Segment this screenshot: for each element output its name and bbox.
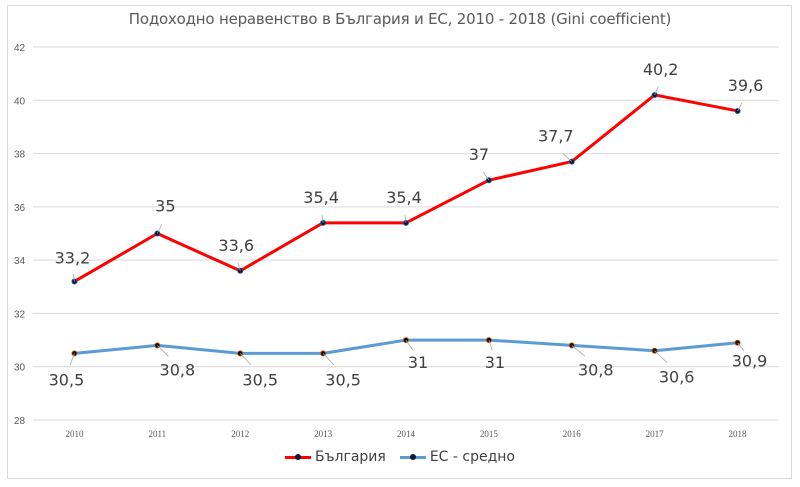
leader-line	[562, 153, 573, 162]
series-lines	[71, 91, 741, 357]
data-label: 37	[469, 145, 489, 164]
x-tick-label: 2012	[231, 429, 249, 439]
chart-title: Подоходно неравенство в България и ЕС, 2…	[128, 10, 672, 28]
legend-item-eu-average[interactable]: ЕС - средно	[399, 449, 515, 465]
x-tick-label: 2014	[397, 429, 416, 439]
leader-line	[69, 353, 75, 366]
data-label: 40,2	[643, 60, 679, 79]
leader-line	[405, 339, 413, 351]
legend-item-bulgaria[interactable]: България	[285, 449, 386, 465]
y-tick-label: 34	[14, 256, 26, 267]
leader-line	[654, 350, 668, 363]
x-tick-label: 2015	[480, 429, 499, 439]
legend-label-bulgaria: България	[315, 449, 386, 465]
leader-line	[488, 339, 493, 351]
legend-label-eu-average: ЕС - средно	[429, 449, 515, 465]
chart-frame	[7, 5, 792, 479]
gridlines	[33, 46, 779, 421]
y-tick-label: 30	[14, 363, 26, 374]
leader-line	[237, 262, 241, 271]
leader-line	[483, 171, 490, 181]
data-label: 35,4	[303, 188, 339, 207]
legend: България ЕС - средно	[0, 449, 800, 465]
x-tick-label: 2017	[646, 429, 665, 439]
data-label: 31	[485, 353, 505, 372]
y-tick-label: 42	[14, 43, 26, 54]
data-label: 30,8	[578, 360, 614, 379]
y-tick-label: 36	[14, 203, 26, 214]
x-axis-ticks: 2010 2011 2012 2013 2014 2015 2016 2017 2018	[65, 429, 747, 439]
y-axis-ticks: 28 30 32 34 36 38 40 42	[14, 43, 26, 427]
leader-line	[404, 214, 407, 223]
data-label: 30,5	[242, 370, 278, 389]
y-tick-label: 32	[14, 309, 26, 320]
leader-line	[156, 224, 163, 234]
data-label: 30,6	[659, 368, 695, 387]
data-label: 33,2	[55, 248, 91, 267]
x-tick-label: 2016	[563, 429, 582, 439]
x-tick-label: 2013	[314, 429, 333, 439]
data-label: 35	[155, 197, 175, 216]
legend-swatch-eu-icon	[399, 450, 426, 464]
data-point	[154, 230, 161, 237]
leader-line	[157, 345, 169, 357]
data-label: 30,5	[49, 370, 85, 389]
x-tick-label: 2018	[729, 429, 748, 439]
data-label: 30,9	[732, 352, 768, 371]
data-label: 30,5	[325, 370, 361, 389]
data-label: 37,7	[538, 127, 574, 146]
leader-line	[321, 214, 324, 223]
data-label: 35,4	[386, 188, 422, 207]
leader-line	[737, 102, 743, 112]
data-label: 30,8	[160, 360, 196, 379]
legend-swatch-bulgaria-icon	[285, 450, 312, 464]
leader-line	[72, 274, 75, 282]
y-tick-label: 28	[14, 416, 26, 427]
data-label: 33,6	[218, 236, 254, 255]
leader-line	[239, 353, 252, 366]
leader-line	[654, 86, 659, 96]
leader-line	[322, 353, 335, 366]
x-tick-label: 2010	[65, 429, 84, 439]
y-tick-label: 40	[14, 96, 26, 107]
data-label: 39,6	[728, 76, 764, 95]
y-tick-label: 38	[14, 150, 26, 161]
leader-line	[571, 345, 586, 357]
x-tick-label: 2011	[148, 429, 166, 439]
leader-line	[737, 342, 745, 352]
data-label: 31	[408, 353, 428, 372]
data-labels: 33,2 35 33,6 35,4 35,4 37 37,7 40,2 39,6 30,5 30,8…	[49, 60, 768, 389]
